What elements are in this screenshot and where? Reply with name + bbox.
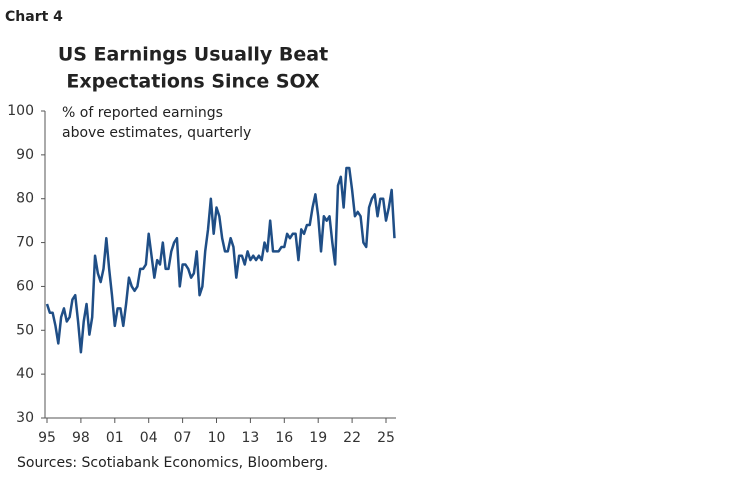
- x-tick-label: 16: [275, 430, 293, 446]
- line-series: [45, 166, 396, 354]
- source: Sources: Scotiabank Economics, Bloomberg…: [17, 455, 328, 471]
- x-tick-label: 07: [174, 430, 192, 446]
- x-tick-label: 25: [377, 430, 395, 446]
- x-tick-label: 04: [140, 430, 158, 446]
- x-tick-label: 01: [106, 430, 124, 446]
- y-tick-label: 40: [16, 366, 34, 382]
- y-tick-label: 60: [16, 278, 34, 294]
- x-tick-label: 95: [38, 430, 56, 446]
- y-tick-label: 70: [16, 235, 34, 251]
- y-tick-label: 100: [7, 103, 34, 119]
- chart-title: Expectations Since SOX: [66, 71, 320, 93]
- x-tick-label: 22: [343, 430, 361, 446]
- y-tick-label: 50: [16, 322, 34, 338]
- x-tick-label: 10: [208, 430, 226, 446]
- chart-label: Chart 4: [5, 9, 63, 25]
- x-tick-label: 13: [241, 430, 259, 446]
- chart-title: US Earnings Usually Beat: [58, 44, 328, 66]
- subtitle: above estimates, quarterly: [62, 125, 251, 141]
- subtitle: % of reported earnings: [62, 105, 223, 121]
- y-tick-label: 80: [16, 191, 34, 207]
- y-tick-label: 30: [16, 410, 34, 426]
- x-tick-label: 98: [72, 430, 90, 446]
- y-tick-label: 90: [16, 147, 34, 163]
- x-tick-label: 19: [309, 430, 327, 446]
